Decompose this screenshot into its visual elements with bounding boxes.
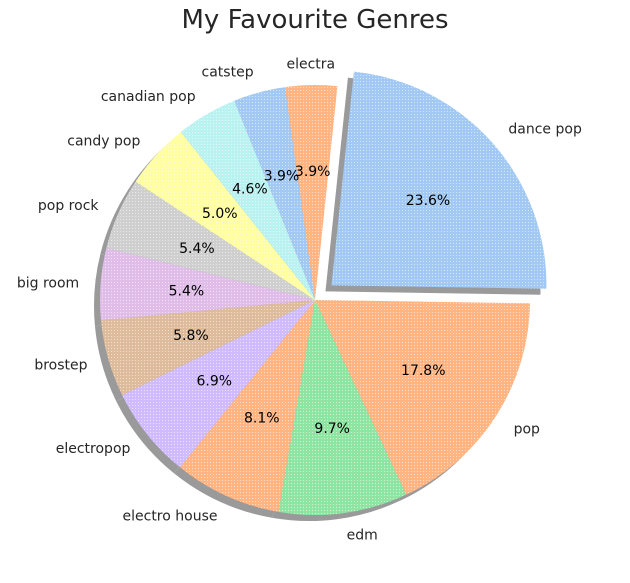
cat-label-electropop: electropop <box>56 441 131 457</box>
pct-label-catstep: 3.9% <box>264 168 300 184</box>
pct-label-electropop: 6.9% <box>197 374 233 390</box>
cat-label-electro-house: electro house <box>123 509 218 525</box>
slice-texture-dance-pop <box>331 71 547 289</box>
slice-texture-big-room <box>100 247 316 321</box>
cat-label-canadian-pop: canadian pop <box>101 89 196 105</box>
pct-label-electro-house: 8.1% <box>244 411 280 427</box>
cat-label-pop: pop <box>514 421 540 437</box>
slice-texture-catstep <box>234 87 315 300</box>
cat-label-edm: edm <box>347 527 378 543</box>
slice-texture-candy-pop <box>135 131 315 300</box>
cat-label-electra: electra <box>286 57 335 73</box>
chart-title: My Favourite Genres <box>181 5 448 35</box>
cat-label-pop-rock: pop rock <box>38 198 100 214</box>
cat-label-brostep: brostep <box>34 358 87 374</box>
cat-label-big-room: big room <box>17 275 79 291</box>
slice-layer <box>100 71 547 516</box>
label-layer: 23.6% dance pop 17.8% pop 9.7% edm 8.1% electro… <box>17 57 582 544</box>
slice-texture-pop-rock <box>106 181 315 300</box>
slice-texture-brostep <box>100 300 316 396</box>
pct-label-big-room: 5.4% <box>169 283 205 299</box>
pct-label-brostep: 5.8% <box>173 328 209 344</box>
pct-label-pop-rock: 5.4% <box>179 241 215 257</box>
pct-label-dance-pop: 23.6% <box>406 193 450 209</box>
slice-texture-canadian-pop <box>180 100 315 300</box>
slice-texture-edm <box>278 300 407 516</box>
slice-texture-pop <box>315 300 530 495</box>
pct-label-pop: 17.8% <box>401 363 445 379</box>
cat-label-dance-pop: dance pop <box>508 122 582 138</box>
cat-label-candy-pop: candy pop <box>67 134 140 150</box>
slice-texture-electra <box>284 85 338 300</box>
cat-label-catstep: catstep <box>202 65 254 81</box>
pct-label-electra: 3.9% <box>295 164 331 180</box>
pct-label-candy-pop: 5.0% <box>202 206 238 222</box>
pct-label-canadian-pop: 4.6% <box>232 182 268 198</box>
slice-texture-electropop <box>122 300 315 468</box>
pct-label-edm: 9.7% <box>314 421 350 437</box>
slice-texture-electro-house <box>179 300 315 512</box>
